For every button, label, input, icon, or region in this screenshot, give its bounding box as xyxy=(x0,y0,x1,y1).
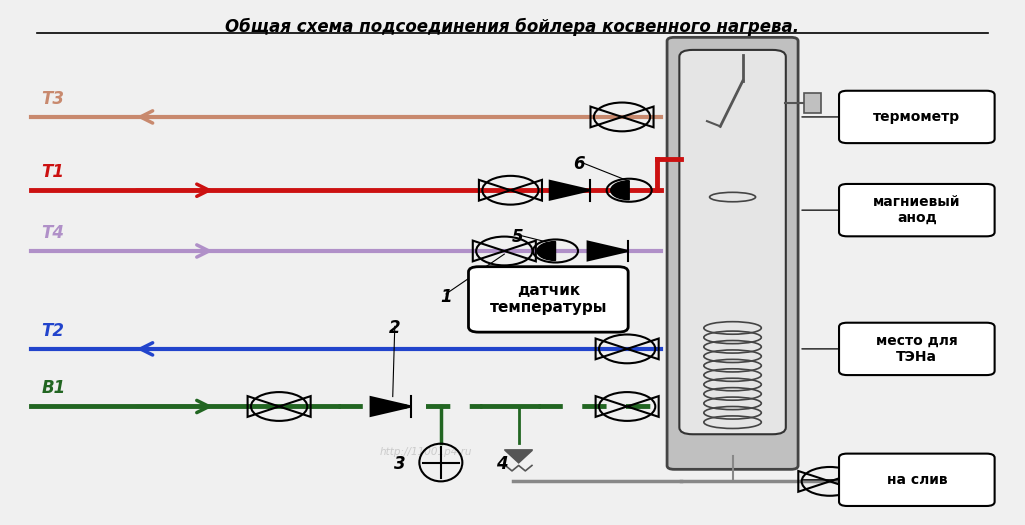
FancyBboxPatch shape xyxy=(680,50,786,434)
Text: Т2: Т2 xyxy=(42,322,65,340)
Text: Т1: Т1 xyxy=(42,163,65,181)
Text: Общая схема подсоединения бойлера косвенного нагрева.: Общая схема подсоединения бойлера косвен… xyxy=(226,18,800,36)
Text: магниевый
анод: магниевый анод xyxy=(873,195,960,225)
Polygon shape xyxy=(371,397,411,416)
Wedge shape xyxy=(611,181,629,200)
Text: термометр: термометр xyxy=(873,110,960,124)
Polygon shape xyxy=(587,242,628,260)
Text: на слив: на слив xyxy=(887,473,947,487)
FancyBboxPatch shape xyxy=(839,184,994,236)
Text: место для
ТЭНа: место для ТЭНа xyxy=(876,334,957,364)
Polygon shape xyxy=(505,450,532,463)
Text: датчик
температуры: датчик температуры xyxy=(490,283,607,316)
Text: 6: 6 xyxy=(573,155,585,173)
Text: http://11001p4.ru: http://11001p4.ru xyxy=(379,447,472,457)
Text: Т3: Т3 xyxy=(42,90,65,108)
Polygon shape xyxy=(549,181,590,200)
Text: 3: 3 xyxy=(394,455,406,473)
Text: Т4: Т4 xyxy=(42,224,65,242)
FancyBboxPatch shape xyxy=(839,91,994,143)
Text: 2: 2 xyxy=(388,319,401,337)
Text: 5: 5 xyxy=(511,228,524,246)
FancyBboxPatch shape xyxy=(468,267,628,332)
Text: 1: 1 xyxy=(440,288,452,306)
FancyBboxPatch shape xyxy=(805,93,821,113)
Text: В1: В1 xyxy=(42,380,66,397)
Wedge shape xyxy=(537,242,556,260)
FancyBboxPatch shape xyxy=(667,37,798,469)
FancyBboxPatch shape xyxy=(839,323,994,375)
Text: 4: 4 xyxy=(496,455,508,473)
FancyBboxPatch shape xyxy=(839,454,994,506)
